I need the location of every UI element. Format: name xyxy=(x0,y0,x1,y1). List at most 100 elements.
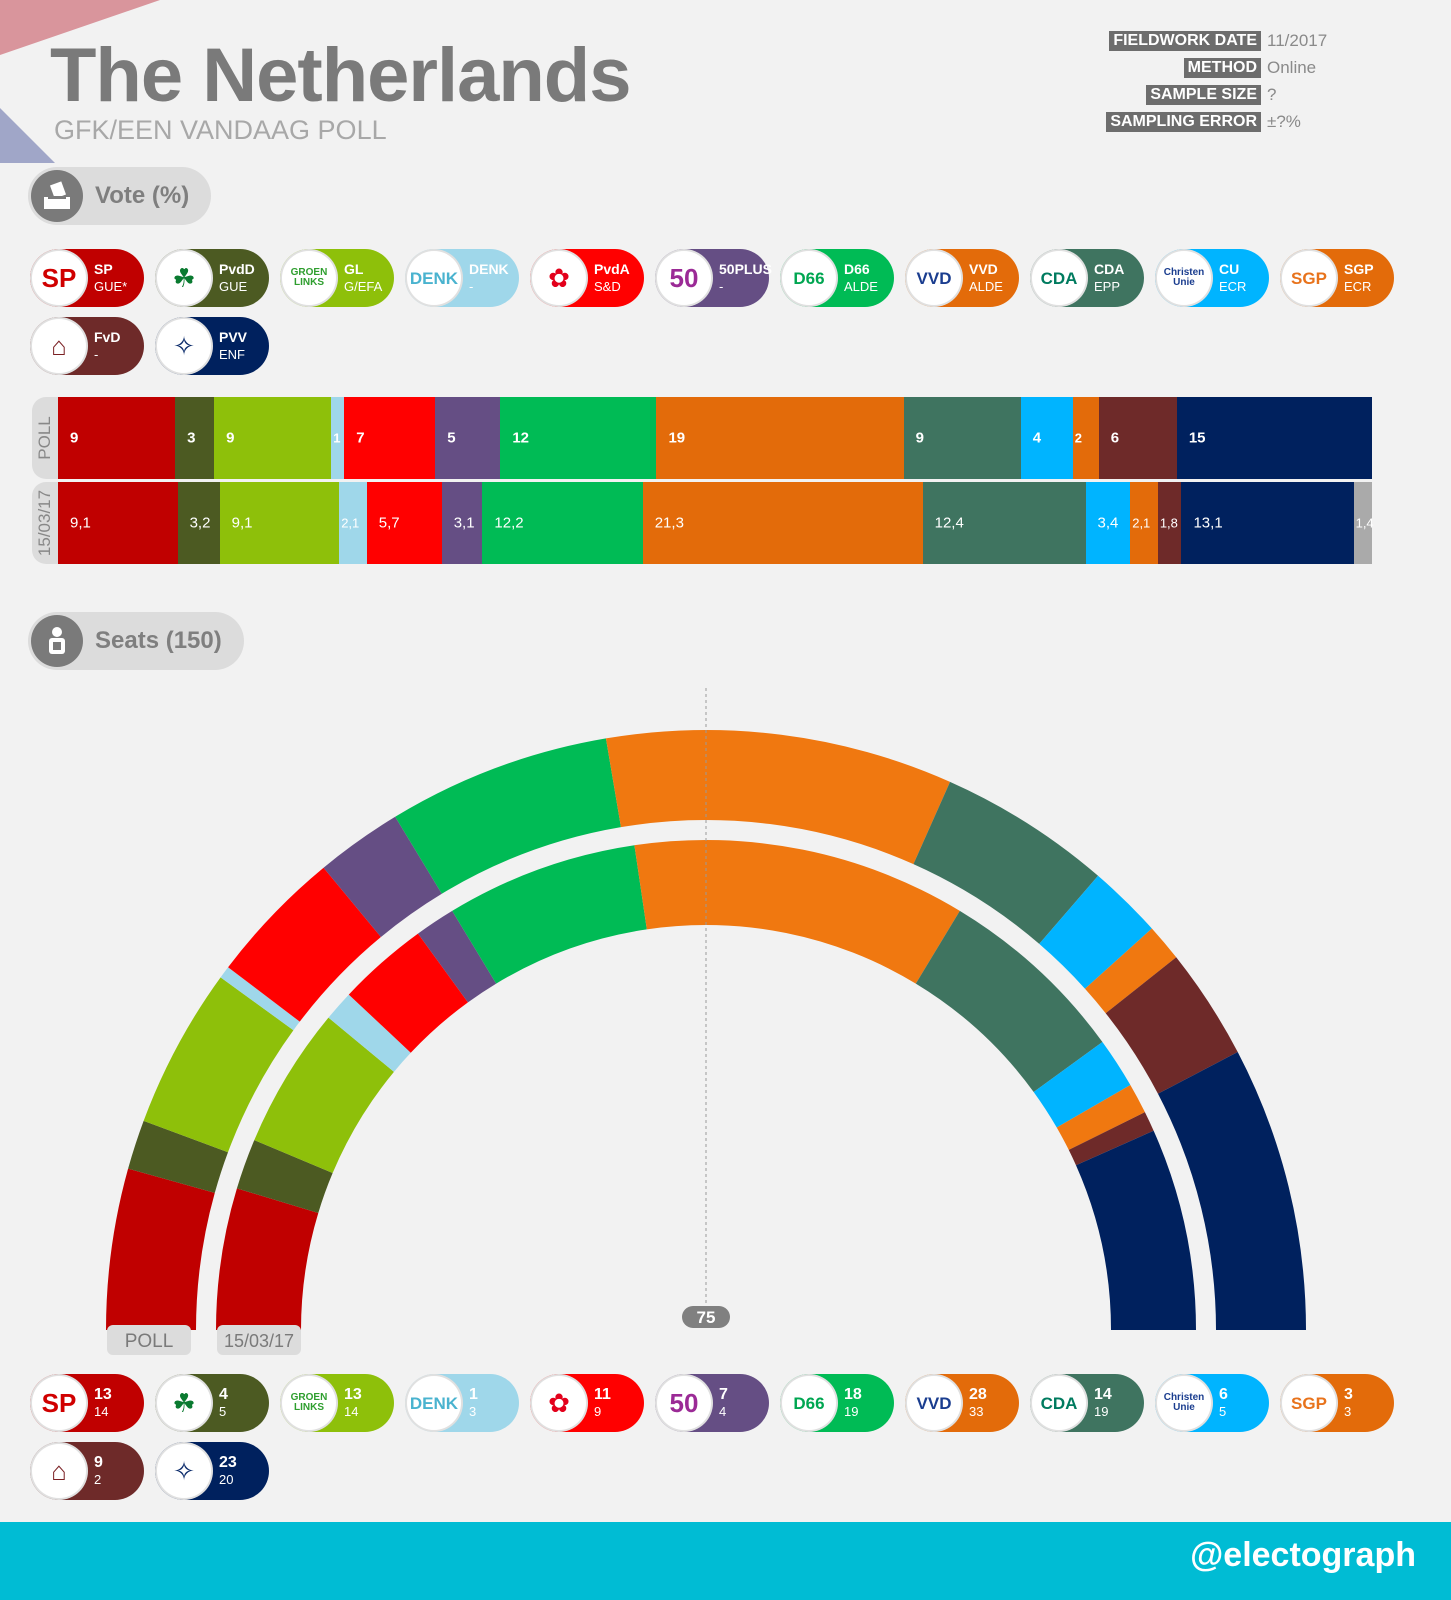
previous-seat-count: 3 xyxy=(469,1404,477,1419)
majority-label: 75 xyxy=(697,1308,716,1327)
bar-value-label: 2,1 xyxy=(341,515,360,531)
bar-segment-others: 1,4 xyxy=(1353,482,1374,564)
previous-seats-arc-gl xyxy=(254,1017,394,1174)
outer-ring-label: POLL xyxy=(125,1331,174,1352)
bar-segment-pvv: 13,1 xyxy=(1181,482,1354,564)
pvv-logo-icon: ✧ xyxy=(155,1442,213,1500)
party-pvv: ✧ PVV ENF xyxy=(155,317,269,375)
party-name: PvdA xyxy=(594,261,630,277)
party-denk: DENK 1 3 xyxy=(405,1374,519,1432)
fvd-logo-icon: ⌂ xyxy=(30,317,88,375)
party-fvd: ⌂ FvD - xyxy=(30,317,144,375)
meta-label: FIELDWORK DATE xyxy=(1109,31,1261,51)
party-name: D66 xyxy=(844,261,870,277)
bar-value-label: 3,2 xyxy=(189,514,211,532)
party-eu-group: - xyxy=(469,279,474,294)
poll-row-label: POLL xyxy=(32,397,58,479)
party-eu-group: GUE xyxy=(219,279,248,294)
denk-logo-icon: DENK xyxy=(405,1374,463,1432)
bar-value-label: 9 xyxy=(915,429,924,447)
d66-logo-icon: D66 xyxy=(780,249,838,307)
previous-seat-count: 9 xyxy=(594,1404,602,1419)
poll-seats-arc-50plus xyxy=(323,816,442,938)
previous-seats-arc-sgp xyxy=(1056,1085,1145,1150)
cu-logo-icon: Christen Unie xyxy=(1155,1374,1213,1432)
bar-value-label: 12,2 xyxy=(494,514,524,532)
poll-seats-arc-gl xyxy=(143,977,294,1153)
meta-method: METHOD Online xyxy=(1106,57,1331,79)
bar-segment-sp: 9,1 xyxy=(58,482,178,564)
previous-seats-arc-denk xyxy=(328,994,411,1072)
denk-logo-icon: DENK xyxy=(405,249,463,307)
poll-seat-count: 13 xyxy=(94,1386,112,1403)
party-name: CDA xyxy=(1094,261,1125,277)
party-name: 50PLUS xyxy=(719,261,772,277)
parliament-seat-icon xyxy=(31,615,83,667)
party-name: VVD xyxy=(969,261,998,277)
poll-seats-arc-sp xyxy=(106,1168,215,1330)
bar-value-label: 15 xyxy=(1188,429,1206,447)
bar-segment-cu: 4 xyxy=(1020,397,1073,479)
sp-logo-icon: SP xyxy=(30,249,88,307)
bar-segment-d66: 12,2 xyxy=(482,482,643,564)
bar-segment-gl: 9,1 xyxy=(219,482,340,564)
poll-seats-arc-cda xyxy=(913,781,1099,944)
previous-seat-count: 20 xyxy=(219,1472,234,1487)
bar-value-label: 12,4 xyxy=(934,514,964,532)
bar-segment-sgp: 2,1 xyxy=(1130,482,1158,564)
previous-seats-arc-sp xyxy=(216,1188,319,1330)
50plus-logo-icon: 50 xyxy=(655,249,713,307)
bar-segment-fvd: 1,8 xyxy=(1157,482,1182,564)
party-eu-group: - xyxy=(94,347,99,362)
cda-logo-icon: CDA xyxy=(1030,1374,1088,1432)
party-pvda: ✿ 11 9 xyxy=(530,1374,644,1432)
bar-segment-denk: 2,1 xyxy=(339,482,367,564)
bar-segment-50plus: 3,1 xyxy=(441,482,483,564)
bar-segment-d66: 12 xyxy=(500,397,657,479)
party-gl: GROEN LINKS GL G/EFA xyxy=(280,249,394,307)
party-eu-group: EPP xyxy=(1094,279,1121,294)
previous-seat-count: 4 xyxy=(719,1404,727,1419)
party-cu: Christen Unie 6 5 xyxy=(1155,1374,1269,1432)
meta-sampling-error: SAMPLING ERROR ±?% xyxy=(1106,111,1331,133)
vote-section-header: Vote (%) xyxy=(28,167,212,225)
bar-segment-gl: 9 xyxy=(214,397,332,479)
poll-seat-count: 11 xyxy=(594,1386,611,1403)
previous-seats-arc-50plus xyxy=(417,910,497,1003)
party-name: PvdD xyxy=(219,261,255,277)
poll-seats-arc-sgp xyxy=(1085,928,1177,1014)
poll-seat-count: 4 xyxy=(219,1386,228,1403)
pvda-logo-icon: ✿ xyxy=(530,249,588,307)
poll-seat-count: 28 xyxy=(969,1386,987,1403)
bar-value-label: 6 xyxy=(1110,429,1120,447)
party-name: GL xyxy=(344,261,364,277)
meta-label: METHOD xyxy=(1183,58,1261,78)
previous-seat-count: 14 xyxy=(94,1404,109,1419)
hemicycle-arcs xyxy=(106,730,1306,1330)
poll-seat-count: 18 xyxy=(844,1386,862,1403)
sgp-logo-icon: SGP xyxy=(1280,249,1338,307)
bar-segment-cda: 9 xyxy=(903,397,1021,479)
party-name: SP xyxy=(94,261,113,277)
sgp-logo-icon: SGP xyxy=(1280,1374,1338,1432)
bar-value-label: 9,1 xyxy=(70,514,91,532)
pvv-logo-icon: ✧ xyxy=(155,317,213,375)
poll-subtitle: GFK/EEN VANDAAG POLL xyxy=(54,115,387,145)
poll-seat-count: 6 xyxy=(1219,1386,1228,1403)
poll-metadata: FIELDWORK DATE 11/2017 METHOD Online SAM… xyxy=(1106,30,1331,138)
poll-seats-arc-pvdd xyxy=(128,1120,228,1193)
party-vvd: VVD VVD ALDE xyxy=(905,249,1019,307)
party-name: FvD xyxy=(94,329,121,345)
fvd-logo-icon: ⌂ xyxy=(30,1442,88,1500)
bar-segment-vvd: 21,3 xyxy=(642,482,923,564)
poll-seats-arc-pvda xyxy=(228,867,381,1022)
meta-value: Online xyxy=(1267,58,1317,77)
party-fvd: ⌂ 9 2 xyxy=(30,1442,144,1500)
party-eu-group: S&D xyxy=(594,279,621,294)
sp-logo-icon: SP xyxy=(30,1374,88,1432)
party-cu: Christen Unie CU ECR xyxy=(1155,249,1269,307)
flag-stripe-blue xyxy=(0,108,55,163)
meta-value: ±?% xyxy=(1267,112,1301,131)
previous-row-label-text: 15/03/17 xyxy=(35,489,54,557)
bar-value-label: 5 xyxy=(447,429,456,447)
